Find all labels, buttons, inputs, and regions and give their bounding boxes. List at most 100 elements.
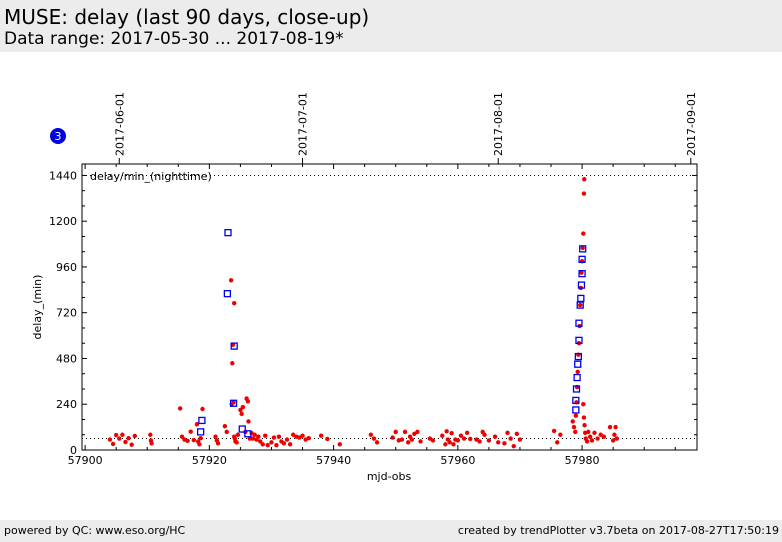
data-point [505,430,510,436]
footer-bar: powered by QC: www.eso.org/HC created by… [0,520,782,542]
data-point [579,270,584,275]
data-point [240,404,246,410]
plot-frame [81,163,698,451]
data-point [256,434,261,439]
data-point [570,419,575,424]
y-tick-label: 720 [56,307,77,320]
data-point-square [579,245,587,253]
footer-created: created by trendPlotter v3.7beta on 2017… [457,524,779,537]
data-point [245,399,251,404]
data-point [582,177,587,182]
data-point [194,422,200,427]
data-point [601,434,607,439]
data-point [371,436,377,441]
y-tick-label: 960 [56,261,77,274]
data-point [318,433,324,438]
data-point [405,440,411,445]
data-point [486,438,492,443]
data-point [198,435,203,441]
data-point [464,430,470,436]
date-markers: 2017-06-01 2017-07-01 2017-08-01 2017-09-01 [113,92,698,450]
data-point [508,436,513,441]
badge-circle [50,128,66,144]
data-point-square [572,406,580,414]
data-point [592,430,597,436]
data-point [246,419,251,424]
data-point [468,436,473,442]
data-points [107,177,620,449]
data-point [188,429,193,434]
data-point [179,434,185,439]
header-bar: MUSE: delay (last 90 days, close-up) Dat… [0,0,782,52]
data-point [614,436,620,441]
data-point [132,433,138,439]
data-point-square [198,416,206,425]
data-point [269,440,274,445]
data-point-square [224,228,232,237]
data-point [581,402,586,407]
data-point [430,438,436,443]
data-point-square [578,269,586,278]
data-point [612,432,617,437]
data-point [610,438,616,443]
data-point [234,440,239,445]
data-point [580,245,585,251]
data-point [300,433,305,438]
date-marker-label: 2017-07-01 [297,92,310,156]
data-point [589,438,595,443]
x-tick-label: 57940 [316,454,351,467]
x-tick-label: 57900 [68,454,103,467]
data-point [148,432,153,437]
data-point [149,441,154,446]
data-point [197,442,202,447]
data-point [415,429,420,435]
data-point [230,361,235,366]
data-point [126,435,131,441]
data-point [443,442,448,447]
data-point-square [229,399,238,407]
data-point [238,407,243,413]
data-point [390,435,395,440]
y-tick-label: 0 [70,444,77,457]
data-point [496,440,501,445]
data-point [451,442,456,447]
y-tick-label: 240 [56,398,77,411]
footer-credit: powered by QC: www.eso.org/HC [4,524,186,537]
data-point-square [577,281,586,289]
data-point [177,406,183,411]
data-point [274,443,279,448]
y-tick-label: 1200 [49,215,77,228]
data-point [235,432,241,437]
data-point [374,440,380,445]
data-point [185,438,190,444]
page-title: MUSE: delay (last 90 days, close-up) [4,5,370,29]
data-point [117,436,122,441]
data-point [409,437,415,442]
data-point [120,432,125,437]
data-point [222,423,228,429]
data-point [595,436,600,441]
data-point [586,429,591,435]
data-point [191,437,197,443]
data-point [482,432,487,437]
data-point [213,434,218,439]
data-point-square [223,290,232,298]
data-point [402,429,408,435]
data-point [558,432,563,437]
data-point [571,424,577,430]
data-point [271,435,277,440]
badge: 3 [50,128,66,144]
data-point [575,369,580,375]
data-point [228,278,234,283]
data-point [492,434,498,439]
data-point-square [574,360,582,368]
data-point [200,406,205,412]
plot-label: delay/min_(nighttime) [90,170,212,183]
date-marker-label: 2017-09-01 [685,92,698,156]
data-point-square [575,319,583,327]
data-point [581,231,586,236]
data-point-square [197,428,205,436]
data-point [239,411,244,416]
data-point [502,441,507,446]
data-point-square [575,336,583,345]
